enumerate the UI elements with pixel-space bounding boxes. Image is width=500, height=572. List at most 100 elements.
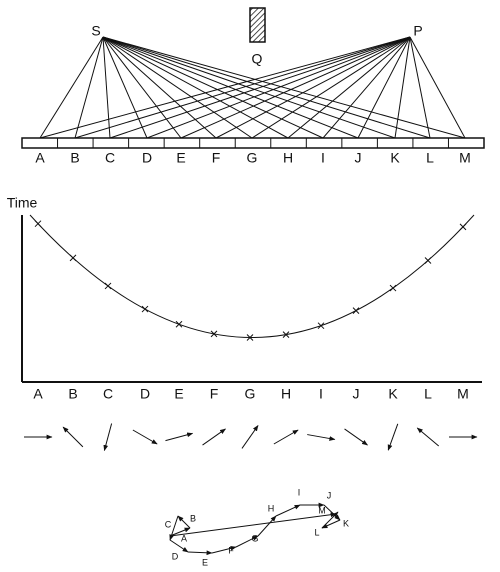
sum-arrow-label: L [314, 527, 319, 537]
time-point-label: A [33, 386, 43, 402]
sum-arrow-label: F [228, 545, 234, 555]
ray [109, 36, 411, 139]
mirror-point-label: E [176, 150, 185, 166]
phase-arrow [387, 423, 399, 451]
phase-arrow [273, 429, 299, 445]
mirror-point-label: B [70, 150, 79, 166]
ray [102, 36, 324, 139]
mirror-point-label: F [212, 150, 221, 166]
phase-arrow [344, 428, 368, 446]
sum-arrow-label: E [202, 557, 208, 567]
ray [39, 36, 411, 139]
ray [102, 36, 359, 139]
phase-arrow [307, 434, 336, 441]
time-point-label: K [388, 386, 398, 402]
time-point-label: I [319, 386, 323, 402]
mirror-point-label: D [142, 150, 152, 166]
mirror-point-label: J [355, 150, 362, 166]
sum-arrow [211, 545, 237, 554]
sum-arrow-label: C [165, 519, 172, 529]
ray [180, 36, 411, 139]
time-point-label: C [103, 386, 113, 402]
ray [102, 36, 111, 139]
source-label: S [91, 23, 100, 39]
phase-arrow [103, 423, 113, 452]
reflection-setup: Q S P A B C D E F G H I J K L M [21, 7, 485, 166]
mirror-point-label: K [390, 150, 400, 166]
ray [357, 36, 411, 139]
time-point-label: F [210, 386, 219, 402]
ray [74, 36, 411, 139]
mirror-point-label: H [283, 150, 293, 166]
resultant-arrow [169, 512, 337, 537]
mirror-point-label: L [426, 150, 434, 166]
time-mark [175, 320, 183, 328]
screen-label: Q [252, 51, 263, 67]
phase-arrows [24, 423, 478, 452]
mirror-point-label: M [459, 150, 471, 166]
time-mark [282, 331, 290, 338]
ray [409, 36, 431, 139]
ray [251, 36, 411, 139]
ray [322, 36, 411, 139]
time-point-label: G [245, 386, 256, 402]
time-mark [317, 322, 325, 330]
mirror-point-label: C [105, 150, 115, 166]
time-axis-label: Time [7, 195, 38, 211]
time-mark [389, 284, 397, 292]
sum-arrow [177, 515, 191, 529]
ray [394, 36, 411, 139]
sum-arrow-label: J [327, 490, 332, 500]
ray [102, 36, 289, 139]
ray [102, 36, 217, 139]
ray [146, 36, 411, 139]
phase-arrow [62, 426, 84, 448]
ray [102, 36, 466, 139]
sum-arrow-label: G [251, 533, 258, 543]
ray [287, 36, 411, 139]
time-mark [141, 305, 149, 313]
sum-arrow-label: B [190, 513, 196, 523]
time-mark [424, 257, 432, 264]
sum-arrow-label: K [343, 518, 349, 528]
sum-arrow [187, 550, 213, 556]
mirror [21, 137, 485, 149]
sum-arrow [235, 535, 259, 548]
time-point-label: L [424, 386, 432, 402]
time-mark [69, 254, 77, 262]
time-point-label: D [140, 386, 150, 402]
sum-arrow-label: D [172, 551, 179, 561]
ray [102, 36, 253, 139]
time-mark [459, 223, 467, 231]
screen-block [249, 7, 266, 43]
time-point-label: H [281, 386, 291, 402]
time-point-label: E [174, 386, 183, 402]
sum-arrow-label: M [318, 505, 326, 515]
time-point-label: J [353, 386, 360, 402]
sum-arrow-label: I [298, 487, 301, 497]
time-point-label: B [68, 386, 77, 402]
mirror-point-label: A [35, 150, 45, 166]
phase-arrow [416, 427, 440, 447]
ray [215, 36, 411, 139]
phase-arrow [241, 425, 259, 449]
sum-arrow [257, 515, 277, 537]
ray [39, 36, 104, 139]
sum-arrow [275, 504, 301, 517]
sum-arrow-label: H [268, 503, 275, 513]
time-graph: Time A B C D E F G H I J K L M [7, 195, 482, 402]
ray [102, 36, 148, 139]
phase-arrow [165, 432, 194, 442]
phase-arrow [132, 429, 158, 445]
sum-arrow [321, 519, 341, 529]
time-curve [29, 214, 475, 338]
time-mark [104, 282, 112, 290]
ray [102, 36, 182, 139]
time-mark [210, 330, 218, 338]
arrow-sum: AB C D E F G H I J K L M [165, 487, 349, 567]
time-mark [246, 334, 254, 341]
time-mark [34, 220, 42, 228]
time-point-label: M [457, 386, 469, 402]
phase-arrow [202, 428, 226, 446]
